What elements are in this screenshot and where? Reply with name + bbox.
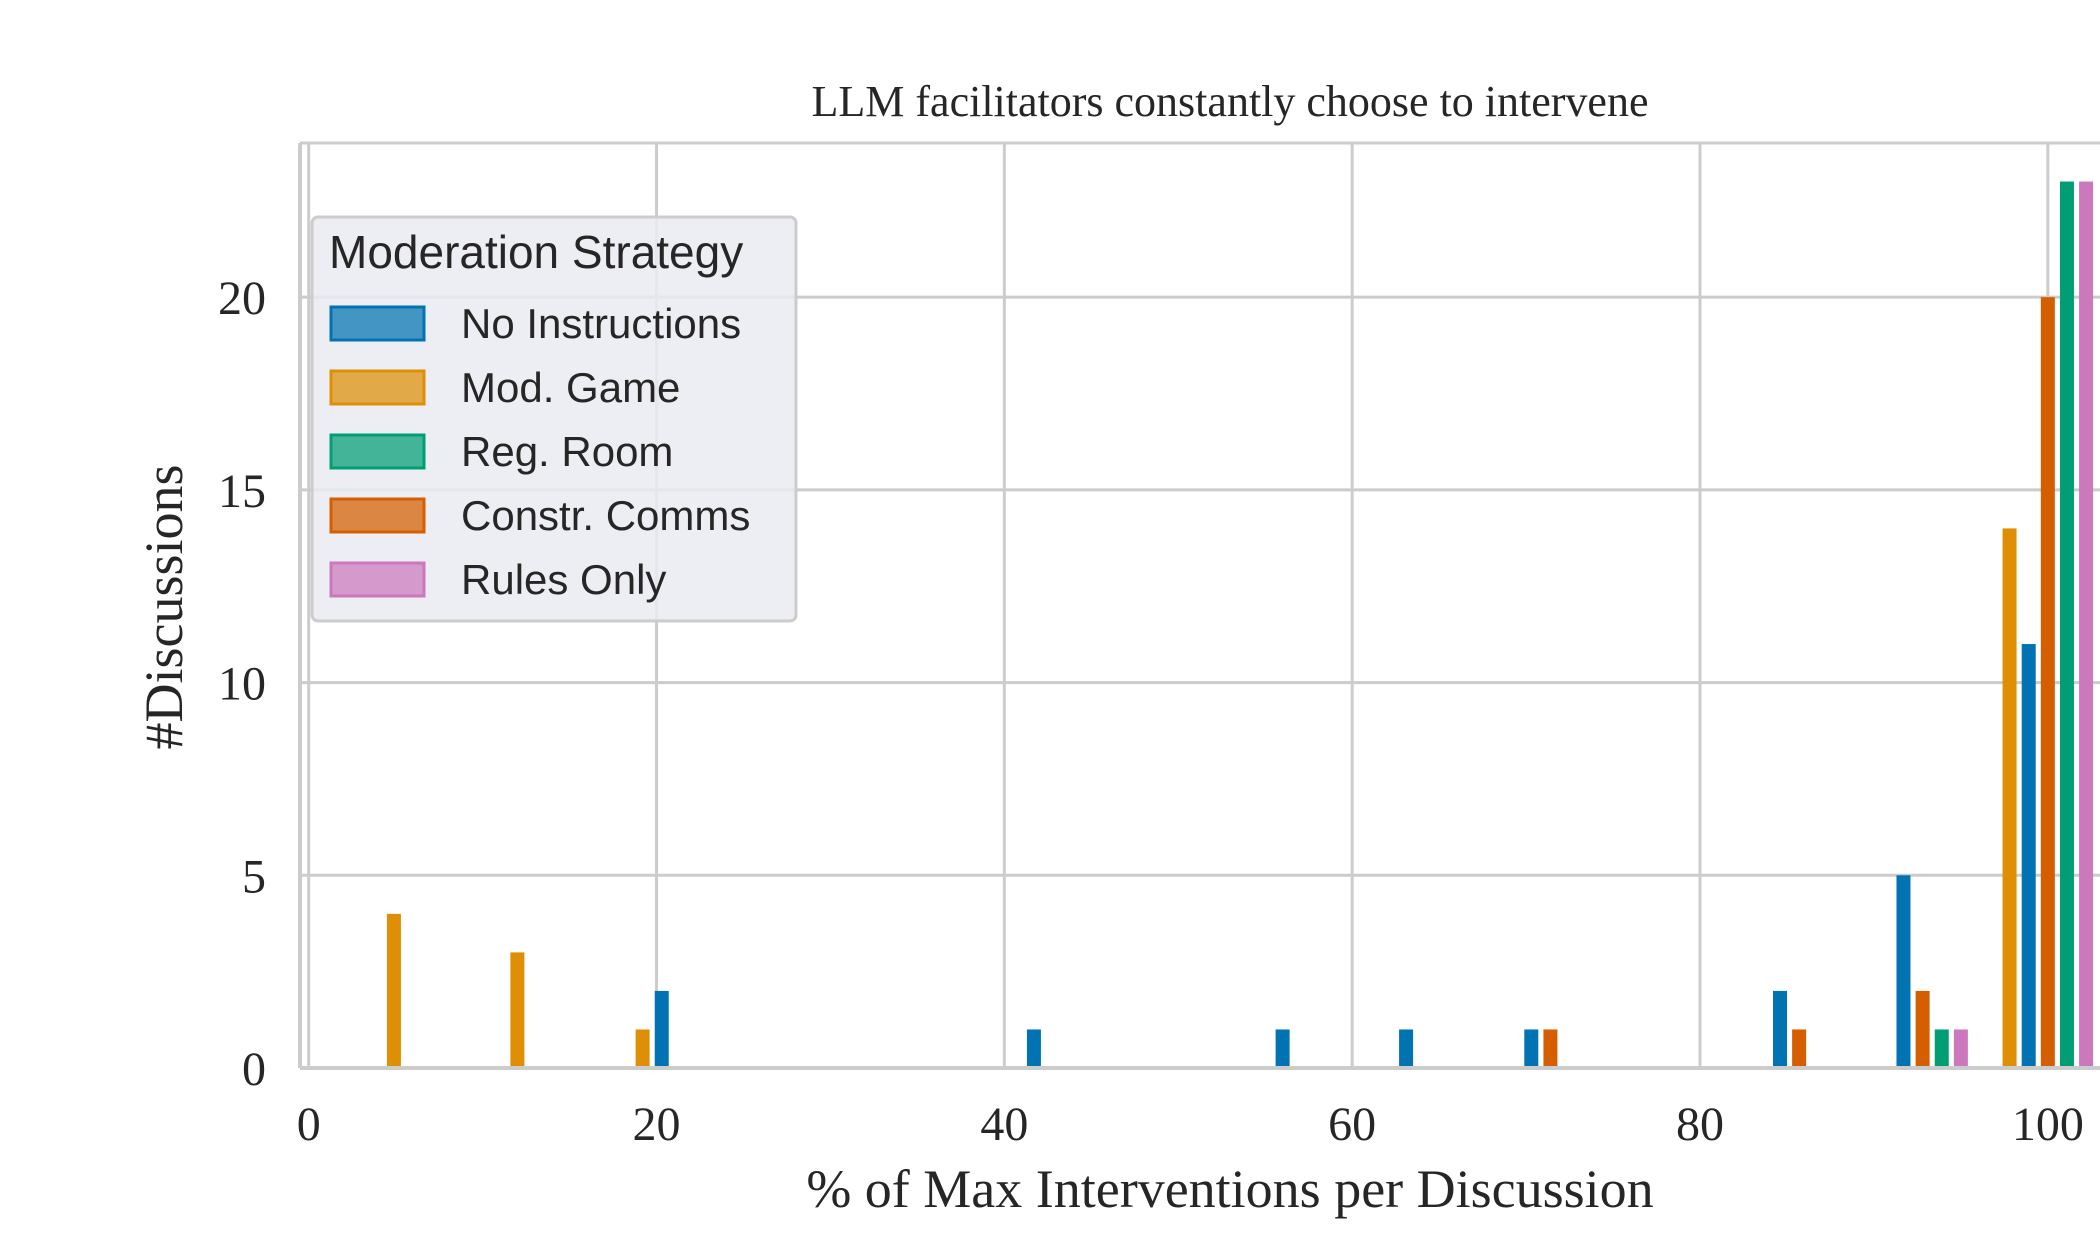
- bar-no-instructions: [1275, 1029, 1290, 1068]
- bar-no-instructions: [654, 990, 669, 1068]
- x-tick-label: 20: [633, 1098, 681, 1151]
- chart-title: LLM facilitators constantly choose to in…: [812, 77, 1649, 126]
- bar-mod-game: [2002, 528, 2017, 1068]
- bar-rules-only: [1953, 1029, 1968, 1068]
- legend-swatch: [329, 497, 426, 534]
- legend-item: No Instructions: [329, 300, 741, 347]
- bar-no-instructions: [1773, 990, 1787, 1068]
- y-axis-label: #Discussions: [134, 464, 194, 749]
- legend-label: Rules Only: [461, 556, 666, 603]
- bar-no-instructions: [1524, 1029, 1539, 1068]
- bar-mod-game: [510, 952, 525, 1068]
- bars: [386, 181, 2094, 1069]
- legend-label: Constr. Comms: [461, 492, 750, 539]
- axes-frame: [298, 141, 2100, 1070]
- bar-no-instructions: [1896, 875, 1911, 1068]
- bar-constr-comms: [1915, 990, 1930, 1068]
- y-tick-label: 20: [218, 272, 266, 325]
- y-tick-labels: 0 5 10 15 20: [218, 272, 266, 1096]
- x-tick-label: 100: [2012, 1098, 2084, 1151]
- legend-swatch: [329, 305, 426, 342]
- bar-no-instructions: [1399, 1029, 1414, 1068]
- legend: Moderation Strategy No Instructions Mod. …: [310, 215, 798, 623]
- x-tick-label: 80: [1676, 1098, 1724, 1151]
- legend-item: Mod. Game: [329, 364, 680, 411]
- x-tick-label: 60: [1328, 1098, 1376, 1151]
- y-tick-label: 0: [242, 1043, 266, 1096]
- x-axis-label: % of Max Interventions per Discussion: [806, 1159, 1653, 1219]
- legend-items: No Instructions Mod. Game Reg. Room Constr.…: [329, 300, 750, 603]
- bar-no-instructions: [2021, 644, 2036, 1068]
- bar-constr-comms: [1543, 1029, 1558, 1068]
- legend-title: Moderation Strategy: [329, 226, 743, 278]
- legend-swatch: [329, 433, 426, 470]
- legend-swatch: [329, 369, 426, 406]
- legend-label: No Instructions: [461, 300, 741, 347]
- legend-item: Rules Only: [329, 556, 666, 603]
- legend-swatch: [329, 561, 426, 598]
- bar-reg-room: [2059, 181, 2074, 1068]
- bar-mod-game: [635, 1029, 650, 1068]
- bar-constr-comms: [2040, 297, 2055, 1069]
- legend-item: Reg. Room: [329, 428, 673, 475]
- bar-constr-comms: [1792, 1029, 1807, 1068]
- bar-mod-game: [386, 913, 401, 1068]
- legend-label: Mod. Game: [461, 364, 680, 411]
- y-tick-label: 10: [218, 658, 266, 711]
- y-tick-label: 15: [218, 465, 266, 518]
- y-tick-label: 5: [242, 850, 266, 903]
- legend-label: Reg. Room: [461, 428, 673, 475]
- x-tick-labels: 0 20 40 60 80 100: [297, 1098, 2084, 1151]
- bar-no-instructions: [1026, 1029, 1041, 1068]
- bar-reg-room: [1934, 1029, 1949, 1068]
- x-tick-label: 0: [297, 1098, 321, 1151]
- legend-item: Constr. Comms: [329, 492, 750, 539]
- bar-rules-only: [2079, 181, 2094, 1068]
- legend-frame: [310, 215, 798, 623]
- x-tick-label: 40: [980, 1098, 1028, 1151]
